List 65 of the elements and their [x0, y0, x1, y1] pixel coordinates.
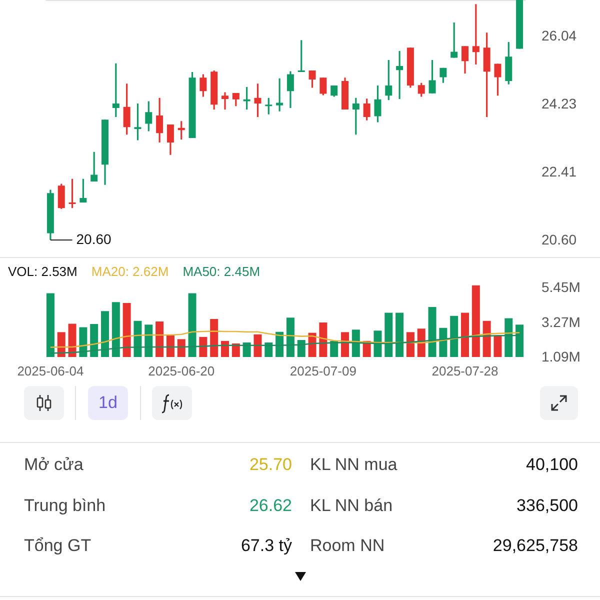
candlestick: [80, 178, 87, 204]
annotation: 20.60: [76, 231, 112, 247]
text: KL NN bán: [310, 496, 393, 516]
candlestick: [254, 82, 262, 118]
y-tick-label: 26.04: [542, 28, 577, 44]
candlestick: [298, 39, 305, 73]
candlestick: [276, 78, 284, 112]
candlestick: [320, 76, 327, 96]
text: 40,100: [526, 455, 578, 475]
candlestick: [450, 22, 458, 59]
y-tick-label: 24.23: [542, 95, 577, 112]
candlestick: [462, 45, 468, 74]
candlestick: [483, 32, 490, 118]
text: 25.70: [249, 455, 292, 475]
candlestick: [286, 70, 294, 109]
candlestick: [134, 102, 142, 142]
text: Mở cửa: [24, 455, 84, 475]
text: 1d: [88, 386, 128, 420]
x-tick-label: 2025-06-04: [17, 364, 84, 378]
candlestick: [374, 84, 382, 124]
candlestick: [123, 82, 130, 136]
text: 67.3 tỷ: [240, 536, 292, 556]
y-tick-label: 5.45M: [542, 279, 580, 296]
y-tick-label: 3.27M: [542, 314, 580, 330]
text: MA50: 2.45M: [182, 264, 260, 279]
candlestick: [265, 97, 272, 116]
candlestick: [222, 91, 228, 110]
text: MA20: 2.62M: [91, 264, 169, 279]
candlestick: [472, 3, 480, 66]
candlestick: [440, 67, 447, 84]
text: 26.62: [249, 496, 292, 516]
candlestick: [385, 59, 392, 101]
text: Trung bình: [24, 496, 106, 516]
y-tick-label: 20.60: [542, 232, 577, 248]
candlestick: [330, 84, 338, 98]
candlestick: [166, 124, 174, 156]
y-tick-label: 1.09M: [542, 348, 580, 364]
candlestick: [396, 50, 404, 100]
candlestick: [68, 178, 76, 209]
candlestick: [494, 62, 502, 96]
line-series: [50, 330, 520, 348]
candlestick: [112, 62, 120, 118]
candlestick: [145, 100, 152, 132]
text: Room NN: [310, 536, 385, 556]
candlestick: [156, 97, 164, 144]
y-tick-label: 22.41: [542, 164, 577, 180]
text: 29,625,758: [492, 536, 578, 556]
candlestick: [232, 92, 240, 107]
candlestick: [363, 98, 370, 122]
candlestick: [243, 86, 250, 110]
text: Tổng GT: [24, 536, 92, 556]
line-series: [50, 334, 520, 354]
text: KL NN mua: [310, 455, 398, 475]
x-tick-label: 2025-07-09: [290, 364, 356, 378]
text: VOL: 2.53M: [8, 264, 78, 279]
candlestick: [418, 82, 425, 98]
x-tick-label: 2025-07-28: [432, 364, 498, 378]
x-tick-label: 2025-06-20: [148, 364, 215, 378]
candlestick: [428, 59, 436, 94]
text: 336,500: [516, 496, 578, 516]
candlestick: [308, 70, 316, 89]
candlestick: [352, 97, 360, 136]
candlestick: [90, 151, 98, 182]
candlestick: [200, 73, 207, 98]
candlestick: [58, 182, 65, 210]
